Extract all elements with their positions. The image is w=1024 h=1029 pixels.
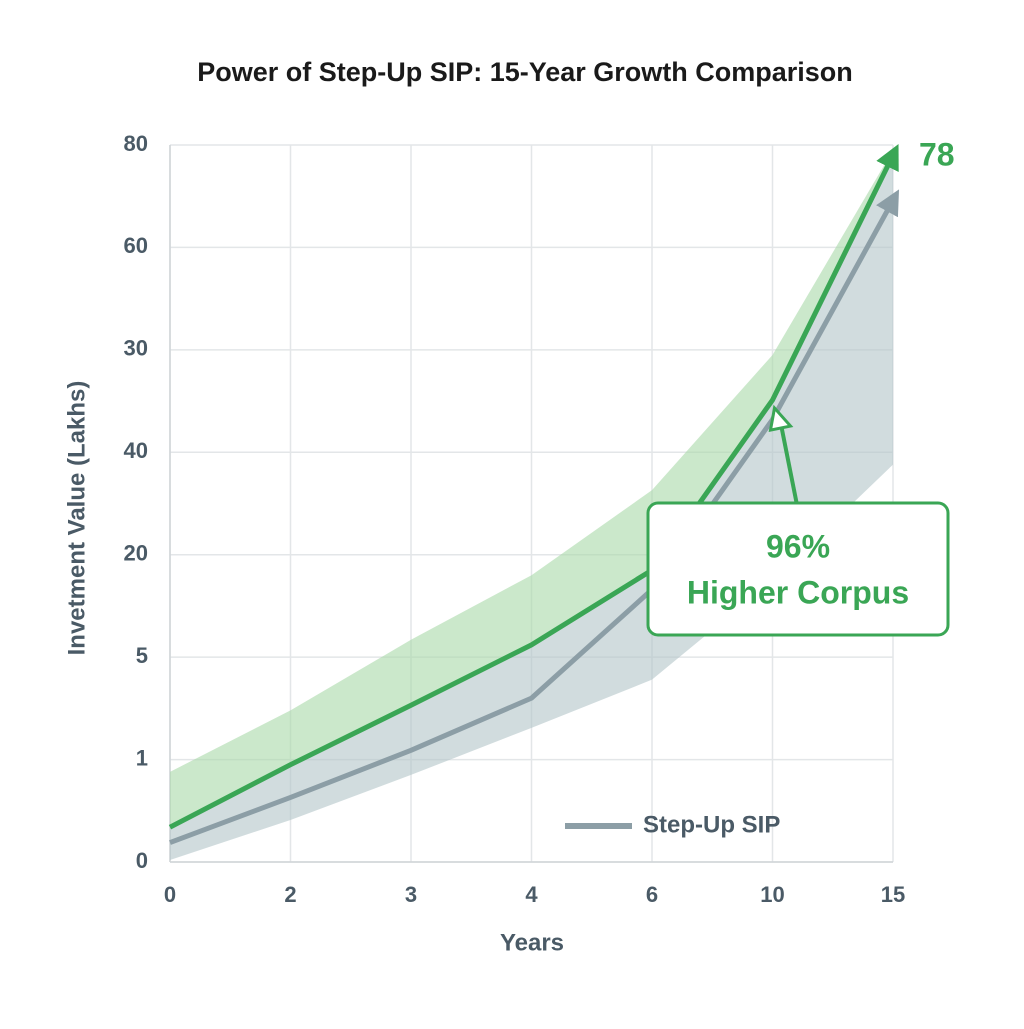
y-tick-label: 1 [136, 745, 148, 770]
legend-label: Step-Up SIP [643, 811, 780, 838]
callout-arrow [778, 421, 799, 506]
y-tick-label: 5 [136, 643, 148, 668]
y-tick-label: 30 [124, 336, 148, 361]
callout-box [646, 501, 950, 637]
x-tick-label: 0 [164, 882, 176, 907]
chart-title: Power of Step-Up SIP: 15-Year Growth Com… [197, 57, 853, 87]
x-tick-label: 10 [760, 882, 784, 907]
callout-arrow-head [768, 404, 794, 432]
x-tick-label: 6 [646, 882, 658, 907]
x-tick-label: 15 [881, 882, 905, 907]
callout-text: 96% [766, 528, 830, 564]
line [168, 144, 899, 830]
callout-text: Higher Corpus [687, 574, 909, 610]
x-tick-label: 2 [284, 882, 296, 907]
y-tick-label: 40 [124, 438, 148, 463]
band [170, 150, 893, 828]
x-tick-label: 4 [525, 882, 538, 907]
y-tick-label: 60 [124, 233, 148, 258]
y-tick-label: 0 [136, 848, 148, 873]
y-tick-label: 20 [124, 541, 148, 566]
end-label: 78 [919, 137, 955, 173]
x-axis-label: Years [500, 929, 564, 956]
x-tick-label: 3 [405, 882, 417, 907]
y-tick-label: 80 [124, 131, 148, 156]
y-axis-label: Invetment Value (Lakhs) [63, 381, 90, 656]
